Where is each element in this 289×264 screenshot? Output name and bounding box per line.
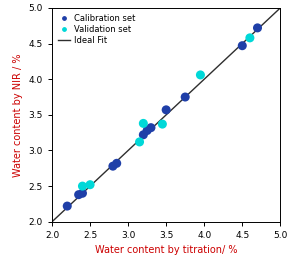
Point	[137, 140, 142, 144]
Point	[80, 191, 85, 195]
Point	[141, 133, 146, 137]
Point	[255, 26, 260, 30]
Point	[114, 161, 119, 166]
Point	[76, 192, 81, 197]
Point	[88, 183, 92, 187]
Point	[149, 126, 153, 130]
Point	[80, 184, 85, 188]
Y-axis label: Water content by NIR / %: Water content by NIR / %	[13, 53, 23, 177]
Point	[111, 164, 115, 168]
Point	[198, 73, 203, 77]
Point	[145, 128, 149, 133]
Point	[248, 36, 252, 40]
X-axis label: Water content by titration/ %: Water content by titration/ %	[95, 245, 238, 255]
Point	[240, 44, 244, 48]
Legend: Calibration set, Validation set, Ideal Fit: Calibration set, Validation set, Ideal F…	[56, 12, 137, 46]
Point	[164, 108, 168, 112]
Point	[141, 121, 146, 125]
Point	[183, 95, 188, 99]
Point	[160, 122, 165, 126]
Point	[65, 204, 70, 208]
